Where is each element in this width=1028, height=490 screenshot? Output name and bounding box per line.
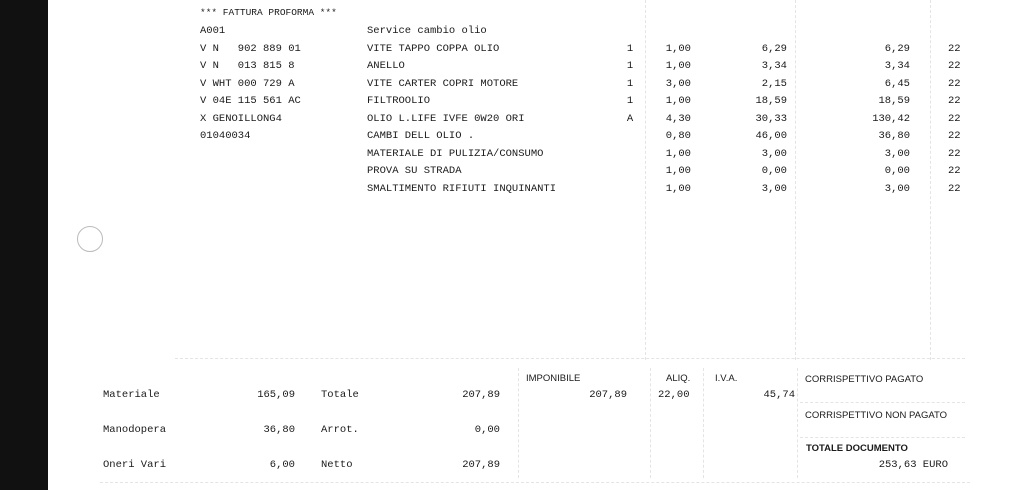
- vat-label: I.V.A.: [715, 373, 738, 384]
- divider: [795, 0, 796, 360]
- item-price: 3,00: [761, 182, 787, 195]
- item-total: 0,00: [884, 165, 910, 177]
- divider: [100, 482, 970, 483]
- item-flag: A: [626, 112, 634, 125]
- summary-value: 36,80: [263, 424, 295, 436]
- item-quantity: 1,00: [665, 165, 691, 177]
- summary-label: Arrot.: [321, 424, 359, 436]
- item-total: 6,29: [884, 42, 910, 55]
- item-code: A001: [200, 25, 226, 37]
- taxable-label: IMPONIBILE: [526, 373, 581, 384]
- item-flag: 1: [626, 42, 634, 55]
- summary-label: Manodopera: [103, 424, 167, 436]
- vat-value: 45,74: [763, 389, 795, 401]
- item-vat: 22: [948, 165, 961, 177]
- item-description: PROVA SU STRADA: [367, 165, 462, 177]
- item-flag: 1: [626, 60, 634, 72]
- item-code: 01040034: [200, 130, 251, 142]
- item-total: 3,34: [884, 60, 910, 72]
- summary-value: 207,89: [462, 459, 500, 471]
- unpaid-label: CORRISPETTIVO NON PAGATO: [805, 410, 947, 421]
- left-margin: [0, 0, 48, 490]
- item-description: VITE TAPPO COPPA OLIO: [367, 42, 500, 55]
- item-code: V N 013 815 8: [200, 60, 295, 72]
- summary-value: 207,89: [462, 389, 500, 401]
- divider: [518, 368, 519, 478]
- item-quantity: 1,00: [665, 95, 691, 107]
- item-vat: 22: [948, 60, 961, 72]
- item-quantity: 1,00: [665, 60, 691, 72]
- item-code: V N 902 889 01: [200, 42, 301, 55]
- item-vat: 22: [948, 147, 961, 160]
- item-vat: 22: [948, 95, 961, 107]
- divider: [175, 358, 965, 359]
- item-description: Service cambio olio: [367, 25, 487, 37]
- item-quantity: 0,80: [665, 130, 691, 142]
- item-vat: 22: [948, 112, 961, 125]
- summary-label: Netto: [321, 459, 353, 471]
- item-code: X GENOILLONG4: [200, 112, 282, 125]
- item-description: MATERIALE DI PULIZIA/CONSUMO: [367, 147, 544, 160]
- item-flag: 1: [626, 77, 634, 90]
- item-total: 18,59: [878, 95, 910, 107]
- summary-value: 0,00: [474, 424, 500, 436]
- item-price: 3,34: [761, 60, 787, 72]
- item-total: 3,00: [884, 182, 910, 195]
- summary-label: Totale: [321, 389, 359, 401]
- paid-label: CORRISPETTIVO PAGATO: [805, 374, 924, 385]
- item-description: ANELLO: [367, 60, 405, 72]
- summary-value: 6,00: [269, 459, 295, 471]
- item-quantity: 1,00: [665, 147, 691, 160]
- divider: [703, 368, 704, 478]
- item-price: 3,00: [761, 147, 787, 160]
- item-code: V WHT 000 729 A: [200, 77, 295, 90]
- total-label: TOTALE DOCUMENTO: [806, 443, 908, 454]
- summary-label: Oneri Vari: [103, 459, 167, 471]
- total-value: 253,63 EURO: [878, 459, 948, 471]
- punch-hole: [77, 226, 103, 252]
- item-total: 3,00: [884, 147, 910, 160]
- summary-value: 165,09: [257, 389, 295, 401]
- item-price: 0,00: [761, 165, 787, 177]
- divider: [800, 402, 965, 403]
- item-total: 6,45: [884, 77, 910, 90]
- item-vat: 22: [948, 42, 961, 55]
- item-vat: 22: [948, 130, 961, 142]
- item-vat: 22: [948, 182, 961, 195]
- item-description: OLIO L.LIFE IVFE 0W20 ORI: [367, 112, 525, 125]
- divider: [645, 0, 646, 360]
- taxable-value: 207,89: [589, 389, 627, 401]
- rate-value: 22,00: [658, 389, 690, 401]
- document-title: *** FATTURA PROFORMA ***: [200, 7, 337, 18]
- item-description: FILTROOLIO: [367, 95, 431, 107]
- item-total: 130,42: [872, 112, 910, 125]
- divider: [930, 0, 931, 360]
- item-price: 46,00: [755, 130, 787, 142]
- item-quantity: 3,00: [665, 77, 691, 90]
- item-flag: 1: [626, 95, 634, 107]
- item-price: 30,33: [755, 112, 787, 125]
- divider: [797, 368, 798, 478]
- item-price: 2,15: [761, 77, 787, 90]
- item-description: VITE CARTER COPRI MOTORE: [367, 77, 519, 90]
- item-quantity: 1,00: [665, 42, 691, 55]
- item-quantity: 4,30: [665, 112, 691, 125]
- summary-label: Materiale: [103, 389, 160, 401]
- item-price: 6,29: [761, 42, 787, 55]
- divider: [650, 368, 651, 478]
- item-price: 18,59: [755, 95, 787, 107]
- item-total: 36,80: [878, 130, 910, 142]
- item-description: CAMBI DELL OLIO .: [367, 130, 475, 142]
- item-code: V 04E 115 561 AC: [200, 95, 301, 107]
- item-vat: 22: [948, 77, 961, 90]
- divider: [800, 437, 965, 438]
- rate-label: ALIQ.: [666, 373, 691, 384]
- item-quantity: 1,00: [665, 182, 691, 195]
- item-description: SMALTIMENTO RIFIUTI INQUINANTI: [367, 182, 557, 195]
